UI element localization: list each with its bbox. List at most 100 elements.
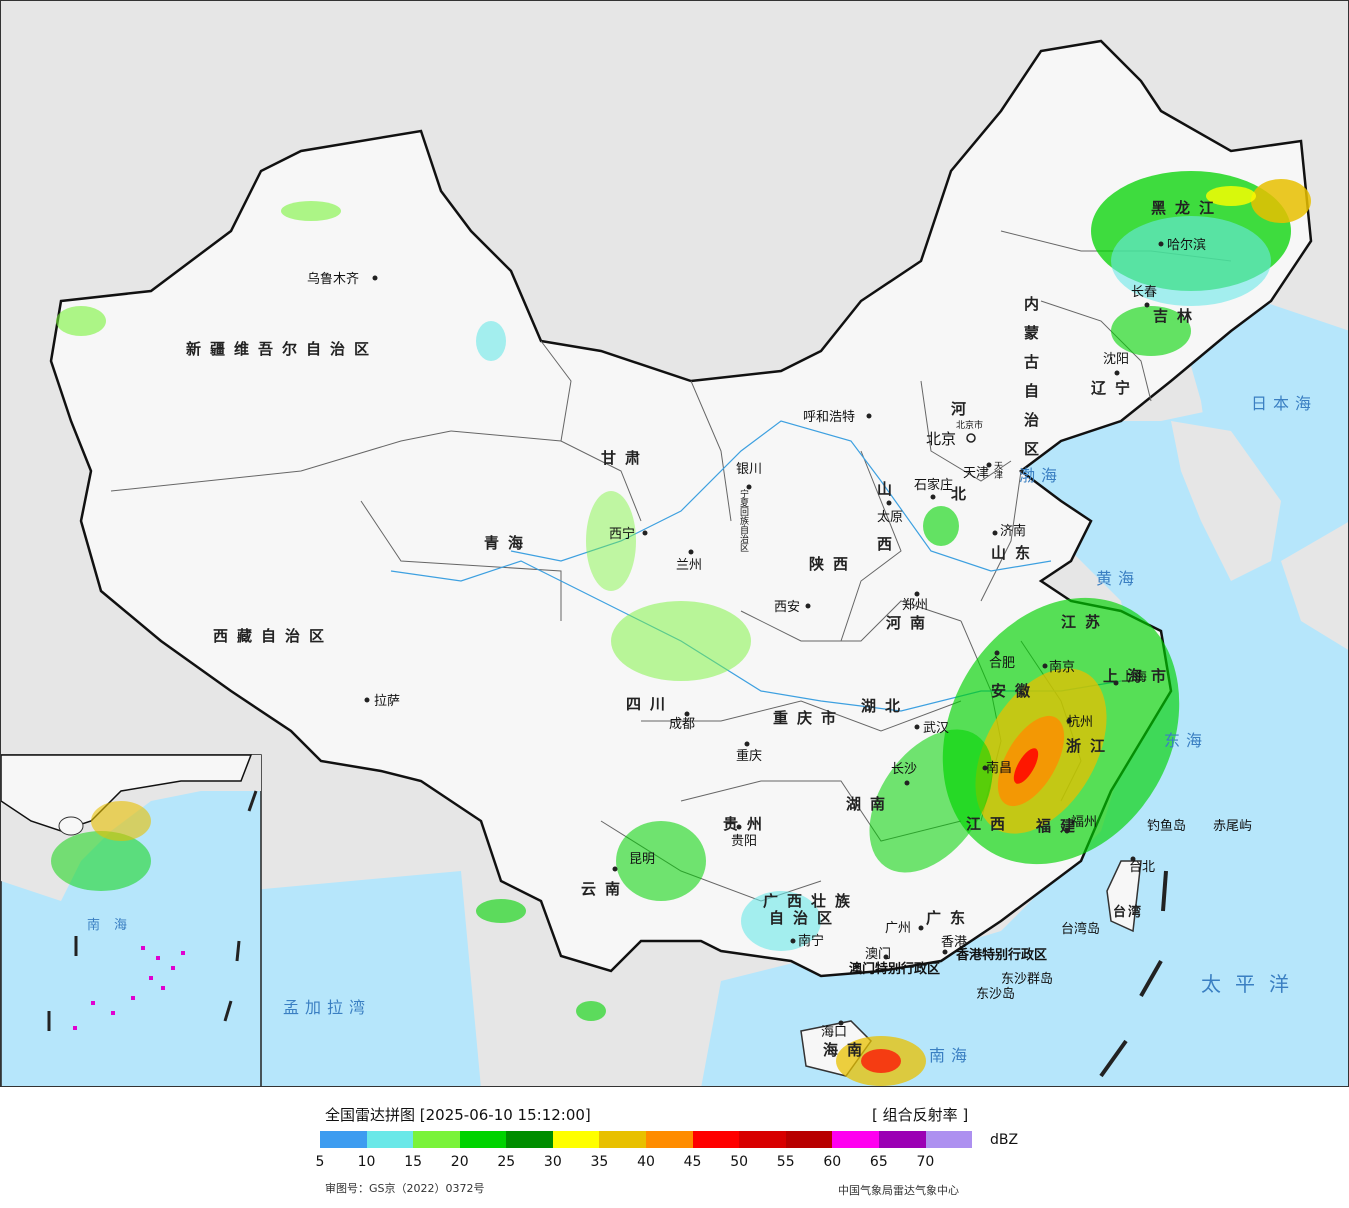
city-label-tianjin: 天津 (963, 466, 989, 481)
scale-swatch-5 (552, 1131, 600, 1148)
sea-label-pacific: 太平洋 (1201, 972, 1303, 996)
island-label-diaoyu: 钓鱼岛 (1147, 818, 1186, 834)
city-label-chengdu: 成都 (669, 717, 695, 732)
province-label-shaanxi: 陕西 (809, 555, 857, 573)
island-label-dongsha-qundao: 东沙群岛 (1001, 971, 1053, 987)
province-label-shanghai: 上海市 (1103, 667, 1175, 685)
color-scale (320, 1131, 973, 1148)
scale-swatch-9 (739, 1131, 786, 1148)
city-label-nanchang: 南昌 (986, 760, 1012, 776)
province-label-gansu: 甘肃 (601, 449, 649, 467)
scale-swatch-1 (366, 1131, 414, 1148)
scale-tick-5: 30 (543, 1154, 562, 1170)
scale-tick-2: 15 (404, 1154, 423, 1170)
scale-tick-13: 70 (916, 1154, 935, 1170)
island-label-chiwei: 赤尾屿 (1213, 819, 1252, 834)
source-label: 中国气象局雷达气象中心 (838, 1184, 959, 1197)
island-label-taiwan-island: 台湾岛 (1061, 921, 1100, 937)
province-label-neimenggu: 内蒙古自治区 (1022, 295, 1040, 470)
scale-tick-9: 50 (730, 1154, 749, 1170)
scale-swatch-6 (599, 1131, 647, 1148)
city-label-shenyang: 沈阳 (1103, 352, 1129, 367)
city-label-hongkong: 香港 (941, 935, 967, 950)
province-label-guizhou: 贵州 (723, 815, 771, 833)
city-label-taiyuan: 太原 (877, 510, 903, 525)
scale-swatch-8 (692, 1131, 740, 1148)
city-label-changchun: 长春 (1131, 285, 1157, 300)
scale-tick-12: 65 (869, 1154, 888, 1170)
province-label-xinjiang: 新疆维吾尔自治区 (186, 340, 378, 358)
province-label-guangxi-1: 广西壮族 (763, 892, 859, 910)
city-label-haikou: 海口 (821, 1025, 847, 1040)
scale-tick-1: 10 (357, 1154, 376, 1170)
city-label-fuzhou: 福州 (1071, 815, 1097, 830)
approval-number: 审图号：GS京（2022）0372号 (325, 1182, 485, 1195)
city-label-beijing: 北京 (926, 430, 956, 448)
scale-tick-7: 40 (637, 1154, 655, 1170)
scale-tick-4: 25 (497, 1154, 516, 1170)
boundary-dashes (1099, 870, 1168, 1078)
city-label-guiyang: 贵阳 (731, 834, 757, 849)
city-label-yinchuan: 银川 (736, 462, 762, 477)
sea-label-nanhai: 南海 (929, 1046, 973, 1065)
province-label-shanxi: 山西 (875, 481, 893, 591)
province-label-beijing: 北京市 (956, 419, 983, 431)
sea-label-huanghai: 黄海 (1096, 569, 1140, 588)
scale-tick-10: 55 (776, 1154, 795, 1170)
city-label-nanning: 南宁 (798, 933, 824, 949)
province-label-henan: 河南 (886, 614, 934, 632)
province-label-taiwan: 台湾 (1113, 904, 1143, 920)
city-label-shanghai: 上海 (1121, 670, 1147, 685)
scale-swatch-0 (320, 1131, 367, 1148)
sea-area-east (701, 381, 1348, 1086)
city-label-kunming: 昆明 (629, 852, 655, 867)
sea-label-bohai: 渤海 (1019, 466, 1063, 485)
city-label-lhasa: 拉萨 (374, 694, 400, 709)
city-label-taibei: 台北 (1129, 860, 1155, 875)
taiwan-land (1106, 860, 1142, 933)
city-label-shijiazhuang: 石家庄 (914, 477, 953, 493)
city-label-guangzhou: 广州 (885, 921, 911, 936)
radar-echoes (56, 171, 1311, 1086)
scale-tick-6: 35 (590, 1154, 609, 1170)
scale-swatch-3 (459, 1131, 507, 1148)
city-label-lanzhou: 兰州 (676, 558, 702, 573)
province-label-guangdong: 广东 (926, 909, 974, 927)
province-label-jilin: 吉林 (1153, 307, 1201, 325)
legend-panel: 全国雷达拼图 [2025-06-10 15:12:00] [ 组合反射率 ] d… (0, 1088, 1349, 1208)
province-label-jiangsu: 江苏 (1061, 613, 1109, 631)
japan-land (1281, 522, 1348, 650)
city-label-harbin: 哈尔滨 (1167, 237, 1206, 253)
map-canvas: 新疆维吾尔自治区 西藏自治区 青海 甘肃 黑龙江 吉林 辽宁 山东 河南 四川 … (1, 39, 1348, 1086)
province-label-guangxi-2: 自治区 (769, 909, 841, 927)
scale-tick-8: 45 (683, 1154, 702, 1170)
province-label-jiangxi: 江西 (966, 815, 1014, 833)
province-label-hebei: 河北 (949, 400, 967, 571)
province-label-hainan: 海南 (823, 1041, 871, 1059)
province-label-hubei: 湖北 (861, 697, 909, 715)
korea-land (1171, 421, 1281, 581)
province-label-tianjin: 天津 (992, 461, 1003, 480)
scale-swatch-4 (506, 1131, 553, 1148)
province-label-anhui: 安徽 (991, 682, 1039, 700)
inset-label-nanhai: 南海 (87, 917, 141, 933)
island-label-dongsha-dao: 东沙岛 (976, 986, 1015, 1002)
province-label-zhejiang: 浙江 (1066, 737, 1114, 755)
city-label-changsha: 长沙 (891, 762, 917, 777)
province-label-liaoning: 辽宁 (1091, 379, 1139, 397)
scale-swatch-10 (785, 1131, 833, 1148)
city-label-hohhot: 呼和浩特 (803, 410, 855, 425)
inset-south-china-sea: 南海 (1, 754, 262, 1086)
province-label-hunan: 湖南 (846, 795, 894, 813)
sea-area-bengal (241, 871, 481, 1086)
province-label-heilongjiang: 黑龙江 (1151, 199, 1223, 217)
city-markers (364, 241, 1164, 1026)
radar-map[interactable]: 新疆维吾尔自治区 西藏自治区 青海 甘肃 黑龙江 吉林 辽宁 山东 河南 四川 … (0, 0, 1349, 1087)
sar-label-macau: 澳门特别行政区 (849, 961, 940, 977)
scale-tick-11: 60 (823, 1154, 842, 1170)
province-label-chongqing: 重庆市 (773, 709, 845, 727)
scale-swatch-12 (878, 1131, 926, 1148)
sea-label-japan-sea: 日本海 (1251, 394, 1317, 413)
scale-ticks: 5 10 15 20 25 30 35 40 45 50 55 60 65 70 (316, 1154, 972, 1170)
scale-tick-0: 5 (315, 1154, 325, 1170)
